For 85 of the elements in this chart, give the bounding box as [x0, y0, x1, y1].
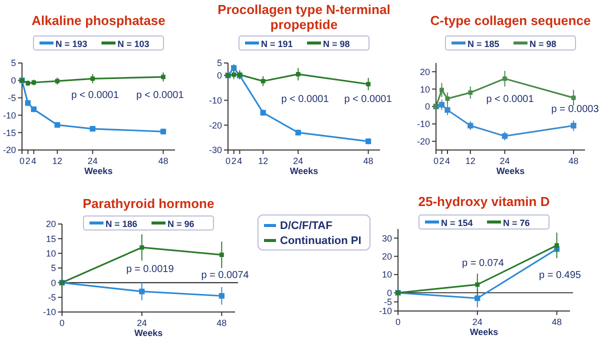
x-tick-label: 24 [500, 156, 510, 166]
chart-title: Alkaline phosphatase [32, 13, 166, 28]
x-tick-label: 4 [237, 156, 242, 166]
y-tick-label: -20 [2, 145, 16, 156]
x-tick-label: 2 [439, 156, 444, 166]
y-tick-label: 5 [216, 58, 222, 68]
legend-label: N = 96 [168, 219, 194, 229]
y-tick-label: -5 [48, 292, 56, 302]
y-tick-label: 20 [46, 219, 56, 230]
annotation: p < 0.0001 [71, 90, 120, 101]
y-tick-label: 20 [382, 251, 392, 262]
x-tick-label: 0 [59, 318, 65, 328]
x-tick-label: 2 [25, 156, 30, 166]
legend-label: N = 154 [441, 218, 473, 228]
x-tick-label: 48 [552, 317, 562, 327]
x-tick-label: 48 [363, 156, 374, 166]
chart-title: C-type collagen sequence [430, 13, 591, 28]
y-tick-label: 0 [10, 76, 16, 86]
y-tick-label: -10 [2, 110, 16, 120]
legend-label: N = 193 [56, 39, 88, 49]
x-tick-label: 48 [216, 318, 227, 328]
y-tick-label: -15 [2, 128, 16, 138]
y-tick-label: -10 [416, 119, 430, 130]
y-tick-label: 10 [382, 270, 392, 280]
y-tick-label: -10 [208, 95, 222, 106]
x-tick-label: 2 [231, 156, 236, 166]
x-tick-label: 12 [52, 156, 62, 166]
x-tick-label: 12 [258, 156, 268, 166]
y-tick-label: 20 [420, 66, 430, 77]
x-tick-label: 4 [444, 156, 450, 166]
legend-label: N = 185 [468, 39, 500, 49]
legend-label: N = 103 [118, 39, 150, 49]
legend-label: Continuation PI [280, 235, 362, 247]
y-tick-label: -10 [42, 307, 56, 318]
x-tick-label: 48 [568, 156, 579, 166]
y-tick-label: -30 [208, 145, 222, 156]
x-axis-title: Weeks [290, 166, 318, 176]
legend-label: N = 191 [261, 39, 293, 49]
chart-title: 25-hydroxy vitamin D [418, 194, 550, 209]
x-tick-label: 24 [88, 156, 98, 166]
x-axis-title: Weeks [134, 328, 163, 338]
x-tick-label: 12 [465, 156, 476, 166]
y-tick-label: -10 [378, 306, 392, 316]
legend-label: N = 76 [503, 218, 530, 228]
y-tick-label: 30 [382, 233, 392, 244]
y-tick-label: 0 [386, 288, 392, 298]
y-tick-label: 0 [50, 278, 56, 288]
annotation: p < 0.0001 [281, 94, 330, 105]
annotation: p < 0.0001 [486, 94, 534, 105]
y-tick-label: 0 [424, 102, 430, 112]
x-tick-label: 0 [225, 156, 231, 166]
x-tick-label: 24 [472, 317, 482, 327]
x-axis-title: Weeks [470, 327, 498, 337]
x-tick-label: 48 [158, 156, 168, 166]
y-tick-label: 15 [46, 234, 56, 244]
y-tick-label: 5 [50, 263, 56, 274]
y-tick-label: 10 [46, 248, 56, 258]
y-tick-label: -20 [416, 136, 430, 146]
annotation: p = 0.074 [462, 258, 504, 269]
chart-title: Parathyroid hormone [82, 196, 214, 211]
legend-label: N = 186 [106, 219, 138, 229]
annotation: p = 0.0019 [126, 264, 174, 275]
chart-title: Procollagen type N-terminal propeptide [218, 2, 390, 32]
y-tick-label: -20 [208, 120, 222, 130]
x-tick-label: 0 [395, 317, 401, 327]
y-tick-label: -5 [8, 92, 16, 103]
y-tick-label: 0 [216, 70, 222, 81]
annotation: p < 0.0001 [344, 94, 392, 105]
x-tick-label: 0 [433, 156, 439, 166]
x-tick-label: 24 [136, 318, 147, 328]
x-axis-title: Weeks [496, 166, 525, 176]
legend-label: N = 98 [530, 39, 556, 49]
y-tick-label: 5 [10, 58, 16, 68]
annotation: p < 0.0001 [136, 90, 184, 101]
x-tick-label: 4 [31, 156, 36, 166]
x-tick-label: 0 [19, 156, 25, 166]
annotation: p = 0.0003 [551, 104, 600, 115]
annotation: p = 0.495 [539, 270, 582, 281]
y-tick-label: -5 [384, 297, 392, 308]
x-tick-label: 24 [293, 156, 304, 166]
legend-label: N = 98 [323, 39, 350, 49]
y-tick-label: 10 [420, 84, 430, 94]
annotation: p = 0.0074 [201, 270, 250, 281]
legend-label: D/C/F/TAF [280, 220, 333, 232]
x-axis-title: Weeks [84, 166, 113, 176]
